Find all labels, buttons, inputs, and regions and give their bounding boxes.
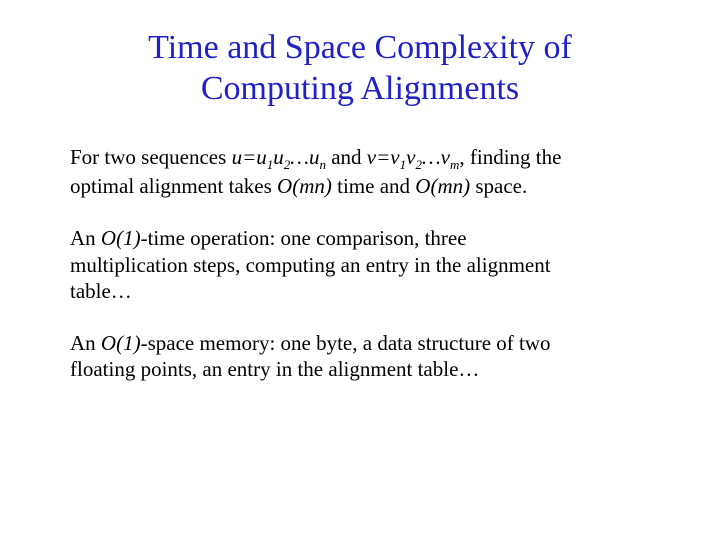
p1-u-eq: u=u (232, 145, 267, 169)
p1-sub2: 2 (284, 157, 291, 172)
p3-t1: -space memory: one byte, a data structur… (141, 331, 551, 355)
p3-t0: An (70, 331, 101, 355)
p1-dots1: …u (290, 145, 319, 169)
paragraph-2: An O(1)-time operation: one comparison, … (60, 225, 660, 304)
p1-sub1: 1 (267, 157, 274, 172)
p2-t0: An (70, 226, 101, 250)
p1-omn1: O(mn) (277, 174, 332, 198)
p1-t2: , finding the (459, 145, 561, 169)
p1-t5: space. (470, 174, 527, 198)
p1-subv2: 2 (415, 157, 422, 172)
slide-title: Time and Space Complexity of Computing A… (60, 28, 660, 110)
p1-subm: m (450, 157, 459, 172)
p3-t2: floating points, an entry in the alignme… (70, 357, 479, 381)
p1-u2: u (273, 145, 284, 169)
p2-t1: -time operation: one comparison, three (141, 226, 467, 250)
p3-o1: O(1) (101, 331, 141, 355)
p1-subv1: 1 (400, 157, 407, 172)
p2-o1: O(1) (101, 226, 141, 250)
paragraph-1: For two sequences u=u1u2…un and v=v1v2…v… (60, 144, 660, 200)
title-line-1: Time and Space Complexity of (148, 29, 572, 66)
p1-t3: optimal alignment takes (70, 174, 277, 198)
title-line-2: Computing Alignments (201, 70, 519, 107)
p1-dots2: …v (422, 145, 450, 169)
p1-omn2: O(mn) (415, 174, 470, 198)
p1-t4: time and (332, 174, 415, 198)
p1-t0: For two sequences (70, 145, 232, 169)
p1-subn: n (319, 157, 326, 172)
p1-v-eq: v=v (367, 145, 400, 169)
p2-t3: table… (70, 279, 132, 303)
p1-t1: and (326, 145, 367, 169)
p2-t2: multiplication steps, computing an entry… (70, 253, 551, 277)
paragraph-3: An O(1)-space memory: one byte, a data s… (60, 330, 660, 383)
